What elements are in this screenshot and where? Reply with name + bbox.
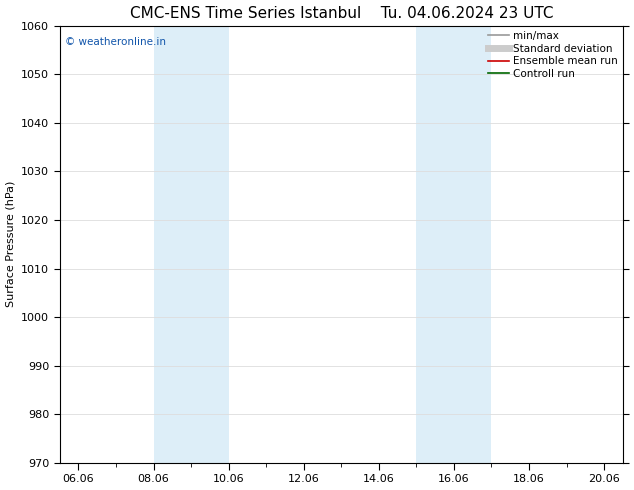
- Legend: min/max, Standard deviation, Ensemble mean run, Controll run: min/max, Standard deviation, Ensemble me…: [486, 29, 620, 81]
- Bar: [417, 26, 491, 463]
- Title: CMC-ENS Time Series Istanbul    Tu. 04.06.2024 23 UTC: CMC-ENS Time Series Istanbul Tu. 04.06.2…: [129, 5, 553, 21]
- Bar: [153, 26, 229, 463]
- Text: © weatheronline.in: © weatheronline.in: [65, 37, 166, 47]
- Y-axis label: Surface Pressure (hPa): Surface Pressure (hPa): [6, 181, 16, 307]
